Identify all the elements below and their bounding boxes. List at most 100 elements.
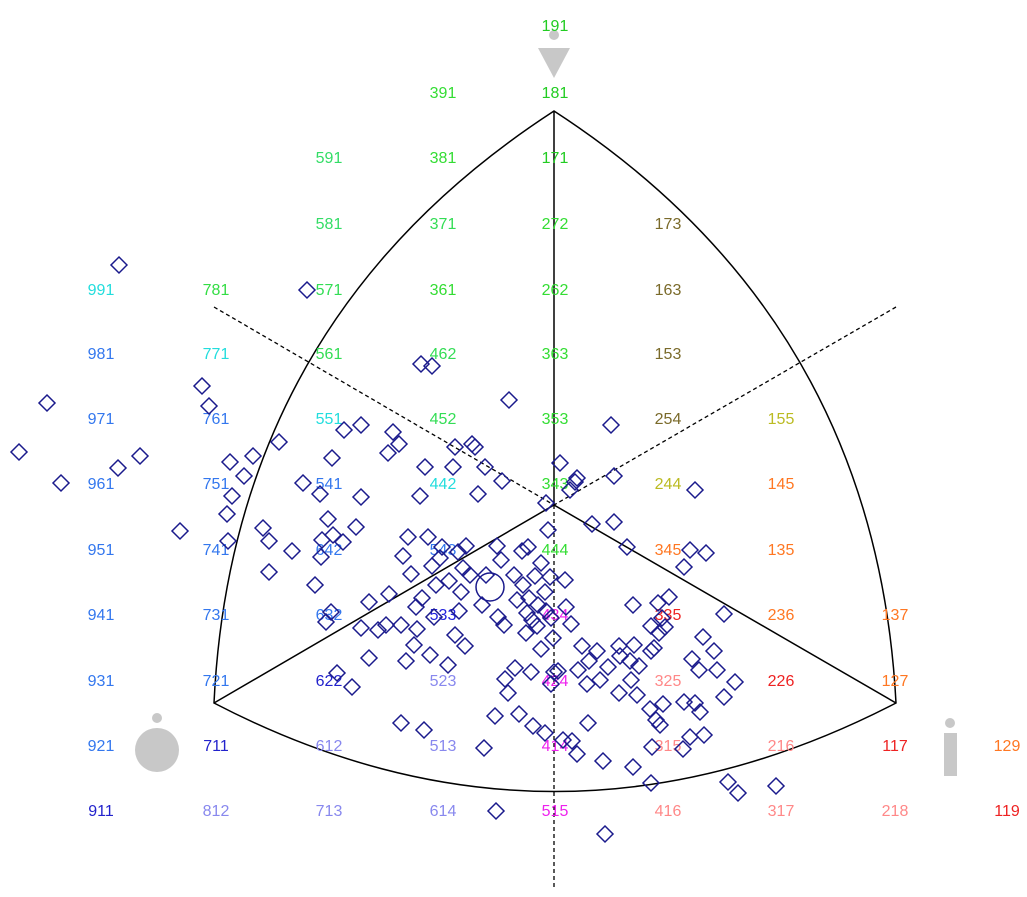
diamond-marker (499, 390, 519, 410)
diamond-marker (404, 635, 424, 655)
diamond-marker (192, 376, 212, 396)
diamond-marker (517, 603, 537, 623)
orientation-labels: 191 391 181 591 381 171 581 371 272 173 991 781 571 3… (88, 18, 1021, 820)
diamond-marker (536, 601, 556, 621)
inner-line-right (553, 504, 897, 704)
orientation-label-771: 771 (203, 346, 230, 363)
curved-triangle (213, 110, 897, 793)
diamond-marker (109, 255, 129, 275)
orientation-label-135: 135 (768, 542, 795, 559)
diamond-marker (507, 590, 527, 610)
top-icon-group (538, 30, 570, 78)
diamond-marker (310, 484, 330, 504)
orientation-label-941: 941 (88, 607, 115, 624)
diamond-marker (629, 656, 649, 676)
diamond-marker (694, 725, 714, 745)
diamond-marker (718, 772, 738, 792)
orientation-label-391: 391 (430, 85, 457, 102)
diamond-marker (725, 672, 745, 692)
diamond-marker (498, 683, 518, 703)
diamond-marker (297, 280, 317, 300)
orientation-label-462: 462 (430, 346, 457, 363)
diamond-marker (379, 584, 399, 604)
diamond-marker (627, 685, 647, 705)
diamond-marker (543, 628, 563, 648)
orientation-label-353: 353 (542, 411, 569, 428)
diamond-marker (540, 567, 560, 587)
diamond-marker (620, 651, 640, 671)
diamond-marker (617, 537, 637, 557)
small-dot-icon (945, 718, 955, 728)
orientation-label-371: 371 (430, 216, 457, 233)
orientation-label-345: 345 (655, 542, 682, 559)
orientation-label-614: 614 (430, 803, 457, 820)
diamond-marker (253, 518, 273, 538)
orientation-label-137: 137 (882, 607, 909, 624)
diamond-marker (653, 694, 673, 714)
diamond-marker (642, 737, 662, 757)
orientation-label-642: 642 (316, 542, 343, 559)
right-icon-group (944, 718, 957, 776)
diamond-marker (432, 537, 452, 557)
diamond-marker (553, 730, 573, 750)
orientation-label-325: 325 (655, 673, 682, 690)
diamond-marker (323, 525, 343, 545)
diamond-marker (415, 457, 435, 477)
diamond-marker (707, 660, 727, 680)
diamond-marker (621, 670, 641, 690)
diamond-marker (535, 582, 555, 602)
diamond-marker (359, 648, 379, 668)
orientation-label-981: 981 (88, 346, 115, 363)
diamond-marker (659, 587, 679, 607)
diamond-marker (9, 442, 29, 462)
diamond-marker (439, 571, 459, 591)
triangle-pointer-icon (538, 48, 570, 78)
orientation-label-244: 244 (655, 476, 682, 493)
diamond-marker (674, 557, 694, 577)
diamond-marker (222, 486, 242, 506)
diamond-marker (644, 638, 664, 658)
diamond-marker (649, 623, 669, 643)
diamond-marker (696, 543, 716, 563)
orientation-label-119: 119 (994, 803, 1020, 820)
orientation-label-191: 191 (542, 18, 569, 35)
orientation-label-181: 181 (542, 85, 569, 102)
diamond-marker (682, 649, 702, 669)
orientation-label-226: 226 (768, 673, 795, 690)
orientation-label-381: 381 (430, 150, 457, 167)
orientation-label-218: 218 (882, 803, 909, 820)
diamond-marker (531, 639, 551, 659)
diamond-marker (445, 437, 465, 457)
orientation-label-343: 343 (542, 476, 569, 493)
diamond-marker (318, 509, 338, 529)
diamond-marker (346, 517, 366, 537)
orientation-label-561: 561 (316, 346, 343, 363)
diamond-marker (449, 601, 469, 621)
diamond-marker (259, 531, 279, 551)
diamond-marker (492, 471, 512, 491)
diamond-marker (108, 458, 128, 478)
diamond-marker (693, 627, 713, 647)
orientation-label-361: 361 (430, 282, 457, 299)
diamond-marker (548, 661, 568, 681)
diamond-marker (595, 824, 615, 844)
diamond-marker (351, 415, 371, 435)
diamond-marker (37, 393, 57, 413)
diamond-marker (512, 541, 532, 561)
orientation-label-444: 444 (542, 542, 569, 559)
orientation-label-921: 921 (88, 738, 115, 755)
diamond-marker (391, 713, 411, 733)
circle-marker-icon (135, 728, 179, 772)
diamond-marker (51, 473, 71, 493)
orientation-label-931: 931 (88, 673, 115, 690)
orientation-label-612: 612 (316, 738, 343, 755)
diamond-marker (420, 645, 440, 665)
diamond-marker (438, 655, 458, 675)
orientation-label-711: 711 (203, 738, 229, 755)
diamond-marker (130, 446, 150, 466)
orientation-label-145: 145 (768, 476, 795, 493)
diamond-marker (389, 434, 409, 454)
diamond-marker (486, 801, 506, 821)
